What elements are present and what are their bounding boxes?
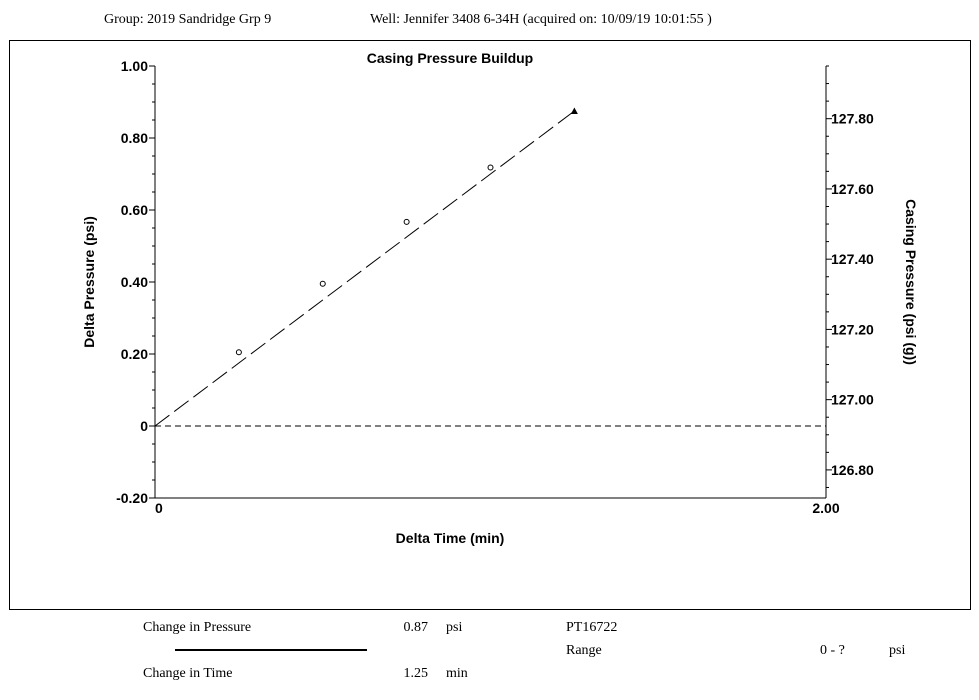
sensor-id: PT16722 bbox=[566, 620, 618, 635]
y-tick-label: 1.00 bbox=[121, 58, 148, 74]
data-point bbox=[487, 164, 494, 171]
footer-divider bbox=[175, 649, 367, 651]
y2-tick-label: 127.60 bbox=[831, 181, 874, 197]
y-tick-label: 0 bbox=[140, 418, 148, 434]
change-in-time-value: 1.25 bbox=[403, 666, 429, 681]
y-tick-label: 0.60 bbox=[121, 202, 148, 218]
chart-title: Casing Pressure Buildup bbox=[367, 50, 533, 66]
chart-frame: Casing Pressure Buildup 1.00 0.80 0.60 0.40 0… bbox=[9, 40, 971, 610]
y2-tick-label: 127.00 bbox=[831, 392, 874, 408]
summary-footer: Change in Pressure 0.87 psi PT16722 Rang… bbox=[0, 610, 979, 700]
range-label: Range bbox=[566, 643, 602, 658]
y2-axis-label: Casing Pressure (psi (g)) bbox=[903, 199, 919, 365]
y2-tick-label: 127.20 bbox=[831, 321, 874, 337]
casing-pressure-chart: Casing Pressure Buildup 1.00 0.80 0.60 0.40 0… bbox=[81, 50, 919, 546]
report-header: Group: 2019 Sandridge Grp 9 Well: Jennif… bbox=[0, 0, 979, 40]
trend-line bbox=[154, 110, 575, 427]
y-tick-label: -0.20 bbox=[116, 490, 148, 506]
data-point bbox=[235, 349, 242, 356]
change-in-pressure-unit: psi bbox=[446, 620, 463, 635]
y-tick-label: 0.40 bbox=[121, 274, 148, 290]
y-axis-label: Delta Pressure (psi) bbox=[81, 216, 97, 348]
y2-tick-label: 126.80 bbox=[831, 462, 874, 478]
range-value: 0 - ? bbox=[820, 643, 845, 658]
x-tick-label: 0 bbox=[155, 500, 163, 516]
well-label: Well: Jennifer 3408 6-34H (acquired on: … bbox=[370, 12, 712, 27]
y-tick-label: 0.20 bbox=[121, 346, 148, 362]
y2-tick-label: 127.40 bbox=[831, 251, 874, 267]
change-in-time-label: Change in Time bbox=[143, 666, 233, 681]
change-in-pressure-value: 0.87 bbox=[403, 620, 429, 635]
data-point bbox=[403, 218, 410, 225]
range-unit: psi bbox=[889, 643, 906, 658]
y-tick-label: 0.80 bbox=[121, 130, 148, 146]
group-label: Group: 2019 Sandridge Grp 9 bbox=[104, 12, 272, 27]
data-point-final bbox=[570, 107, 578, 114]
y2-tick-label: 127.80 bbox=[831, 111, 874, 127]
data-point bbox=[319, 280, 326, 287]
change-in-pressure-label: Change in Pressure bbox=[143, 620, 252, 635]
x-tick-label: 2.00 bbox=[812, 500, 839, 516]
x-axis-label: Delta Time (min) bbox=[396, 530, 505, 546]
change-in-time-unit: min bbox=[446, 666, 468, 681]
